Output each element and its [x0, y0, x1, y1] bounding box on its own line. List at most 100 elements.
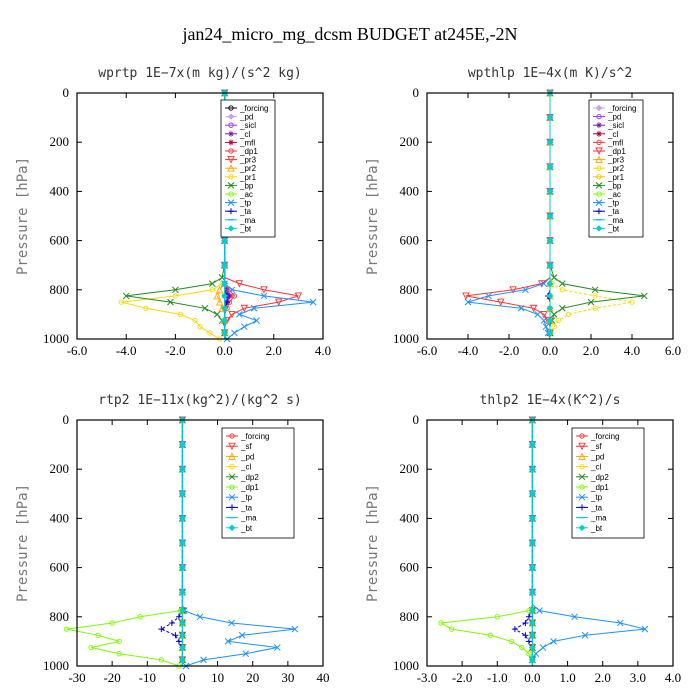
data-point — [116, 638, 122, 645]
data-point — [616, 619, 624, 627]
data-point — [581, 631, 589, 639]
legend-marker — [596, 139, 602, 146]
data-point — [559, 287, 565, 293]
data-point — [534, 311, 542, 318]
legend-marker — [228, 473, 236, 481]
legend-marker — [228, 139, 234, 146]
chart-panel-4: thlp2 1E−4x(K^2)/s Pressure [hPa] -3.0 -2.0… — [365, 393, 681, 685]
data-point — [487, 632, 493, 638]
chart-panel-3: rtp2 1E−11x(kg^2)/(kg^2 s) Pressure [hPa]… — [15, 393, 330, 685]
series-line-dp1 — [465, 93, 551, 339]
data-point — [550, 638, 557, 645]
data-point — [542, 323, 550, 331]
data-point — [558, 304, 566, 312]
legend-marker — [596, 191, 602, 197]
series-line-dp1 — [66, 420, 183, 667]
x-tick-label: -1.0 — [487, 670, 508, 685]
data-point — [485, 292, 492, 300]
legend-label: _cl — [240, 463, 251, 472]
x-tick-label: -4.0 — [116, 343, 137, 358]
data-point — [529, 656, 536, 664]
data-point — [215, 285, 224, 294]
legend-marker — [578, 452, 586, 460]
data-point — [641, 625, 649, 633]
data-point — [525, 613, 532, 620]
legend-label: _forcing — [607, 104, 636, 113]
data-point — [95, 632, 101, 638]
data-point — [529, 304, 538, 313]
data-point — [529, 619, 536, 627]
legend-label: _pr1 — [239, 173, 257, 182]
x-tick-label: 4.0 — [624, 343, 640, 358]
legend-label: _pd — [590, 452, 604, 461]
data-point — [519, 644, 525, 651]
legend-label: _forcing — [590, 432, 619, 441]
data-point — [196, 613, 204, 621]
x-tick-label: 0.0 — [542, 343, 558, 358]
data-point — [540, 310, 548, 319]
data-point — [137, 614, 143, 620]
legend-label: _pr3 — [239, 156, 257, 165]
data-point — [591, 286, 599, 294]
data-point — [172, 293, 179, 299]
x-tick-label: -2.0 — [499, 343, 520, 358]
data-point — [464, 298, 472, 306]
data-point — [158, 657, 164, 663]
data-point — [179, 644, 186, 651]
legend-marker — [596, 130, 602, 137]
legend-label: _bt — [239, 224, 252, 233]
data-point — [250, 304, 258, 312]
data-point — [509, 286, 517, 294]
data-point — [546, 114, 554, 121]
data-point — [511, 626, 518, 633]
legend-label: _ta — [590, 503, 603, 512]
data-point — [179, 490, 186, 498]
x-tick-label: 6.0 — [665, 343, 681, 358]
data-point — [221, 304, 228, 312]
data-point — [546, 163, 554, 171]
data-point — [529, 644, 536, 651]
x-tick-label: 1.0 — [559, 670, 575, 685]
legend-marker — [579, 484, 585, 490]
data-point — [231, 329, 238, 337]
data-point — [228, 286, 236, 294]
legend-marker — [227, 225, 235, 232]
legend-label: _ta — [240, 503, 253, 512]
legend-label: _forcing — [240, 432, 269, 441]
legend-label: _bp — [239, 181, 254, 190]
legend-marker — [227, 113, 235, 120]
legend-marker — [595, 155, 603, 164]
legend-marker — [228, 452, 236, 460]
x-tick-label: 0.0 — [216, 343, 232, 358]
data-point — [273, 644, 281, 651]
data-point — [551, 324, 557, 330]
x-tick-label: -4.0 — [458, 343, 479, 358]
data-point — [532, 650, 540, 658]
data-point — [294, 292, 303, 300]
y-tick-label: 0 — [63, 85, 70, 100]
data-point — [546, 261, 554, 269]
data-point — [629, 299, 635, 305]
data-point — [179, 631, 186, 639]
data-point — [539, 644, 547, 651]
data-point — [592, 305, 598, 311]
data-point — [555, 317, 561, 324]
legend-label: _dp1 — [240, 483, 259, 492]
y-axis-label: Pressure [hPa] — [365, 157, 381, 275]
data-point — [529, 631, 536, 639]
plot-frame — [426, 419, 674, 667]
data-point — [201, 304, 209, 312]
data-point — [228, 310, 236, 319]
legend-label: _sicl — [239, 121, 256, 130]
data-point — [168, 619, 175, 626]
data-point — [536, 607, 543, 615]
legend-marker — [228, 105, 234, 111]
data-point — [221, 329, 228, 337]
y-axis-label: Pressure [hPa] — [15, 157, 31, 275]
data-point — [167, 298, 174, 306]
data-point — [529, 588, 536, 596]
data-point — [116, 651, 122, 657]
legend-label: _dp1 — [607, 147, 626, 156]
data-point — [63, 626, 70, 632]
data-point — [550, 311, 558, 318]
